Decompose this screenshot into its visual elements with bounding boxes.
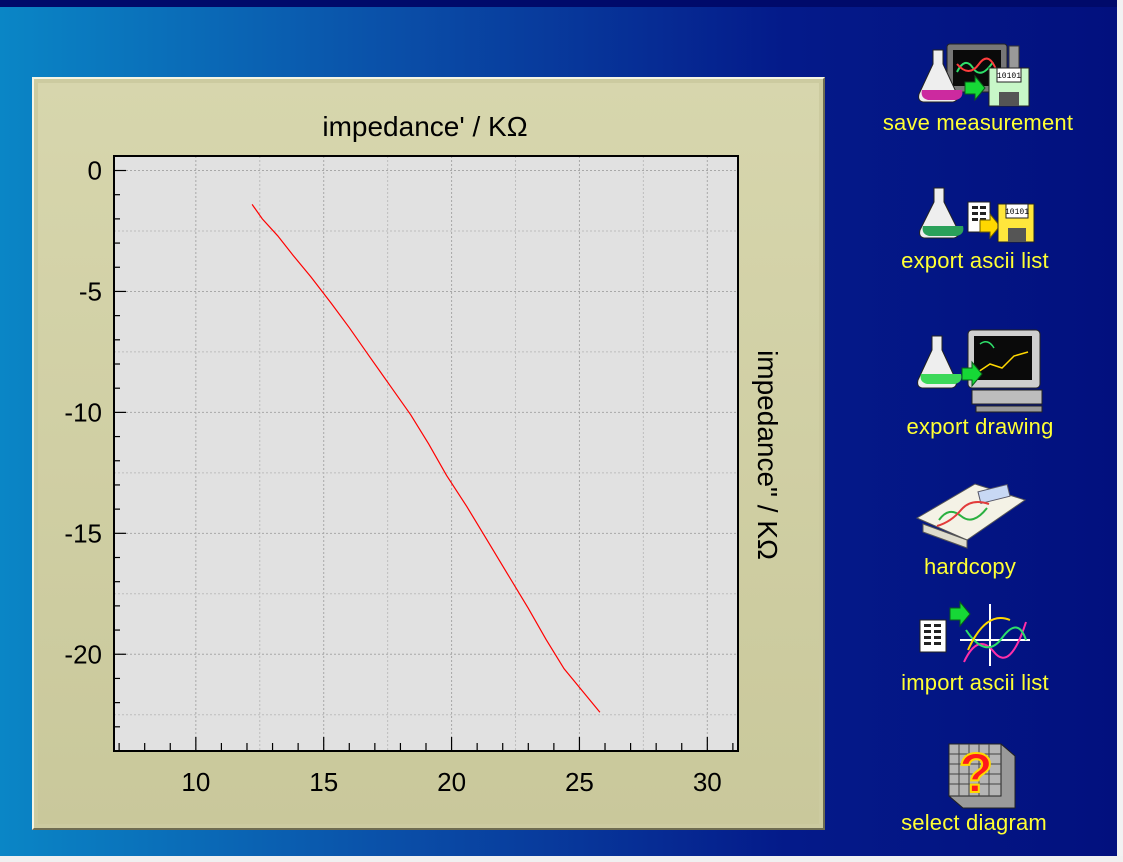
import-ascii-list-label: import ascii list bbox=[901, 670, 1049, 695]
window-top-bar bbox=[0, 0, 1123, 7]
y-tick-label: -5 bbox=[79, 276, 102, 306]
x-axis-label: impedance' / KΩ bbox=[322, 111, 527, 142]
save-measurement-label: save measurement bbox=[882, 110, 1074, 135]
impedance-chart: 10 15 20 25 30 0-5-10-15-20 impedance' / KΩ … bbox=[64, 111, 783, 797]
series-line bbox=[251, 204, 601, 713]
y-axis-label: impedance" / KΩ bbox=[752, 350, 783, 560]
export-ascii-list-button[interactable]: 10101 export ascii list bbox=[850, 184, 1100, 274]
plot-area bbox=[114, 156, 738, 751]
y-tick-labels: 0 -5 -10 -15 -20 bbox=[64, 156, 102, 670]
window-right-edge bbox=[1117, 0, 1123, 862]
underlying-window-strip bbox=[0, 856, 1123, 862]
x-tick-label: 15 bbox=[309, 767, 338, 797]
y-tick-label: -15 bbox=[64, 518, 102, 548]
y-tick-label: -10 bbox=[64, 397, 102, 427]
select-diagram-button[interactable]: ? select diagram bbox=[849, 734, 1099, 836]
question-cube-icon: ? bbox=[948, 740, 1016, 809]
list-arrow-graph-icon bbox=[919, 600, 1030, 666]
select-diagram-label: select diagram bbox=[901, 810, 1047, 835]
import-ascii-list-button[interactable]: import ascii list bbox=[850, 600, 1100, 696]
printout-icon bbox=[915, 483, 1027, 549]
svg-text:10101: 10101 bbox=[997, 72, 1021, 81]
flask-monitor-disk-icon: 10101 bbox=[918, 43, 1030, 107]
x-tick-label: 10 bbox=[181, 767, 210, 797]
grid-lines bbox=[114, 156, 738, 751]
x-tick-label: 20 bbox=[437, 767, 466, 797]
hardcopy-label: hardcopy bbox=[923, 554, 1017, 579]
x-tick-label: 30 bbox=[693, 767, 722, 797]
export-ascii-list-label: export ascii list bbox=[901, 248, 1049, 273]
plot-frame bbox=[113, 155, 739, 752]
x-tick-label: 25 bbox=[565, 767, 594, 797]
export-drawing-button[interactable]: export drawing bbox=[855, 326, 1105, 440]
hardcopy-button[interactable]: hardcopy bbox=[845, 478, 1095, 580]
y-tick-label: 0 bbox=[88, 156, 102, 186]
flask-computer-icon bbox=[917, 329, 1043, 413]
save-measurement-button[interactable]: 10101 save measurement bbox=[853, 42, 1103, 136]
svg-text:10101: 10101 bbox=[1005, 208, 1029, 217]
series-group bbox=[251, 204, 601, 713]
x-tick-labels: 10 15 20 25 30 bbox=[181, 767, 721, 797]
flask-list-disk-icon: 10101 bbox=[919, 187, 1035, 243]
y-tick-label: -20 bbox=[64, 639, 102, 669]
export-drawing-label: export drawing bbox=[906, 414, 1054, 439]
svg-text:?: ? bbox=[959, 741, 993, 804]
